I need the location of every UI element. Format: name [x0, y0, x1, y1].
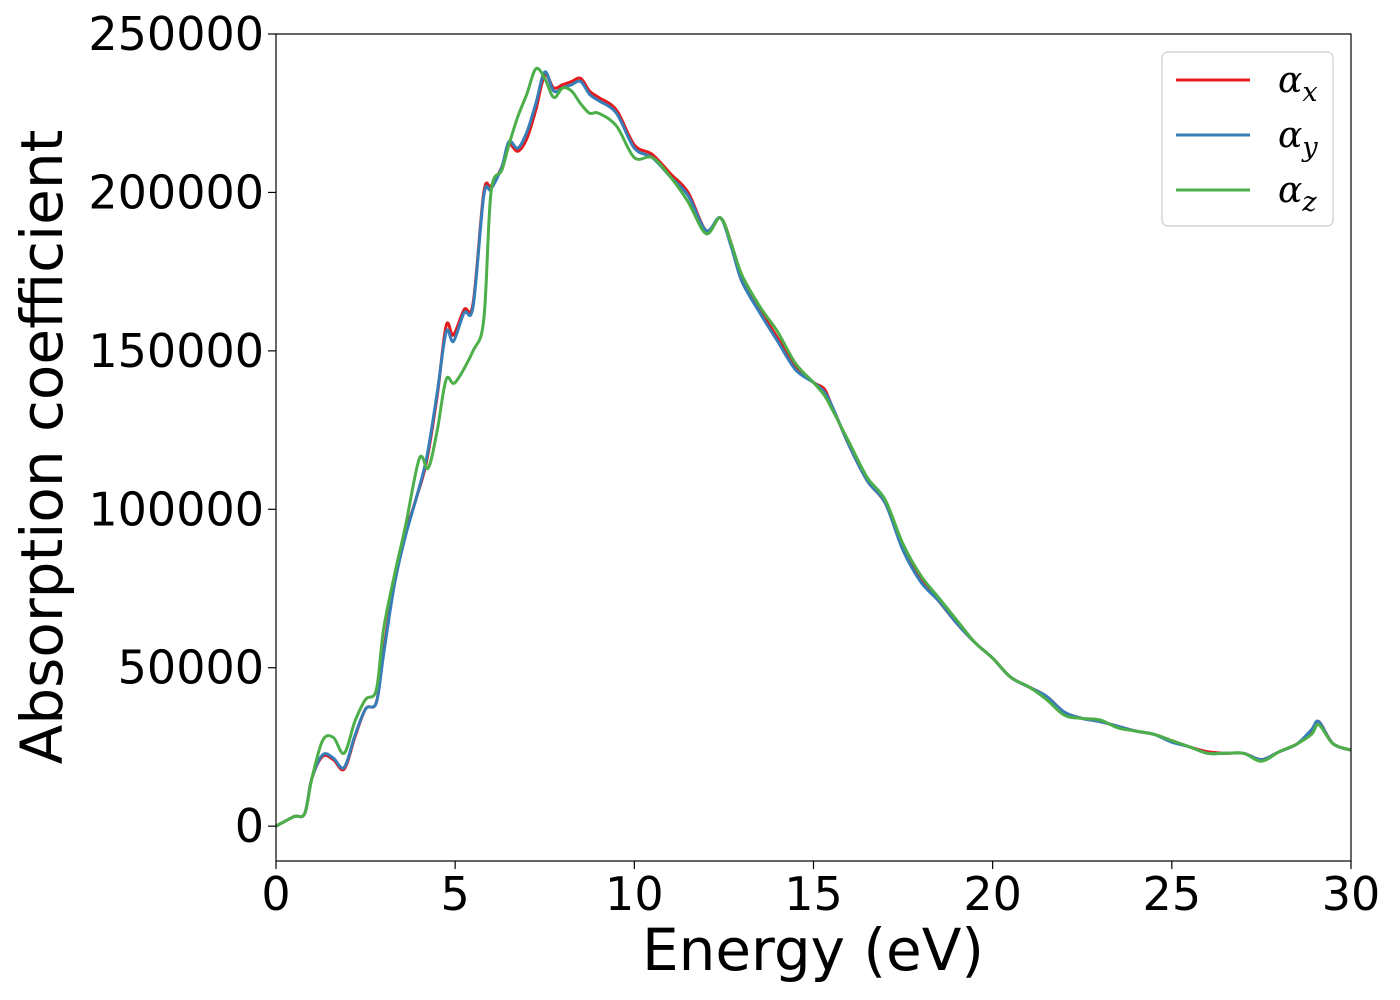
y-axis-label: Absorption coefficient: [8, 130, 76, 765]
x-tick-label: 20: [963, 867, 1022, 921]
y-tick-label: 150000: [88, 324, 264, 378]
x-tick-label: 10: [605, 867, 664, 921]
legend-label-alpha-y: αy: [1278, 115, 1318, 163]
x-axis: 0 5 10 15 20 25 30: [261, 861, 1380, 921]
y-tick-label: 0: [235, 799, 264, 853]
y-tick-label: 200000: [88, 165, 264, 219]
y-axis: 0 50000 100000 150000 200000 250000: [88, 7, 276, 853]
series-line-alpha-z: [275, 66, 1352, 828]
series-group: [275, 66, 1352, 828]
legend-box: [1161, 51, 1334, 227]
x-tick-label: 25: [1143, 867, 1202, 921]
y-tick-label: 50000: [118, 641, 264, 695]
x-tick-label: 30: [1322, 867, 1381, 921]
y-tick-label: 100000: [88, 482, 264, 536]
legend: αx αy αz: [1161, 51, 1334, 227]
legend-label-alpha-z: αz: [1278, 170, 1317, 218]
x-tick-label: 0: [261, 867, 290, 921]
x-tick-label: 15: [784, 867, 843, 921]
x-axis-label: Energy (eV): [642, 916, 984, 984]
x-tick-label: 5: [441, 867, 470, 921]
legend-label-alpha-x: αx: [1278, 60, 1318, 108]
y-tick-label: 250000: [88, 7, 264, 61]
